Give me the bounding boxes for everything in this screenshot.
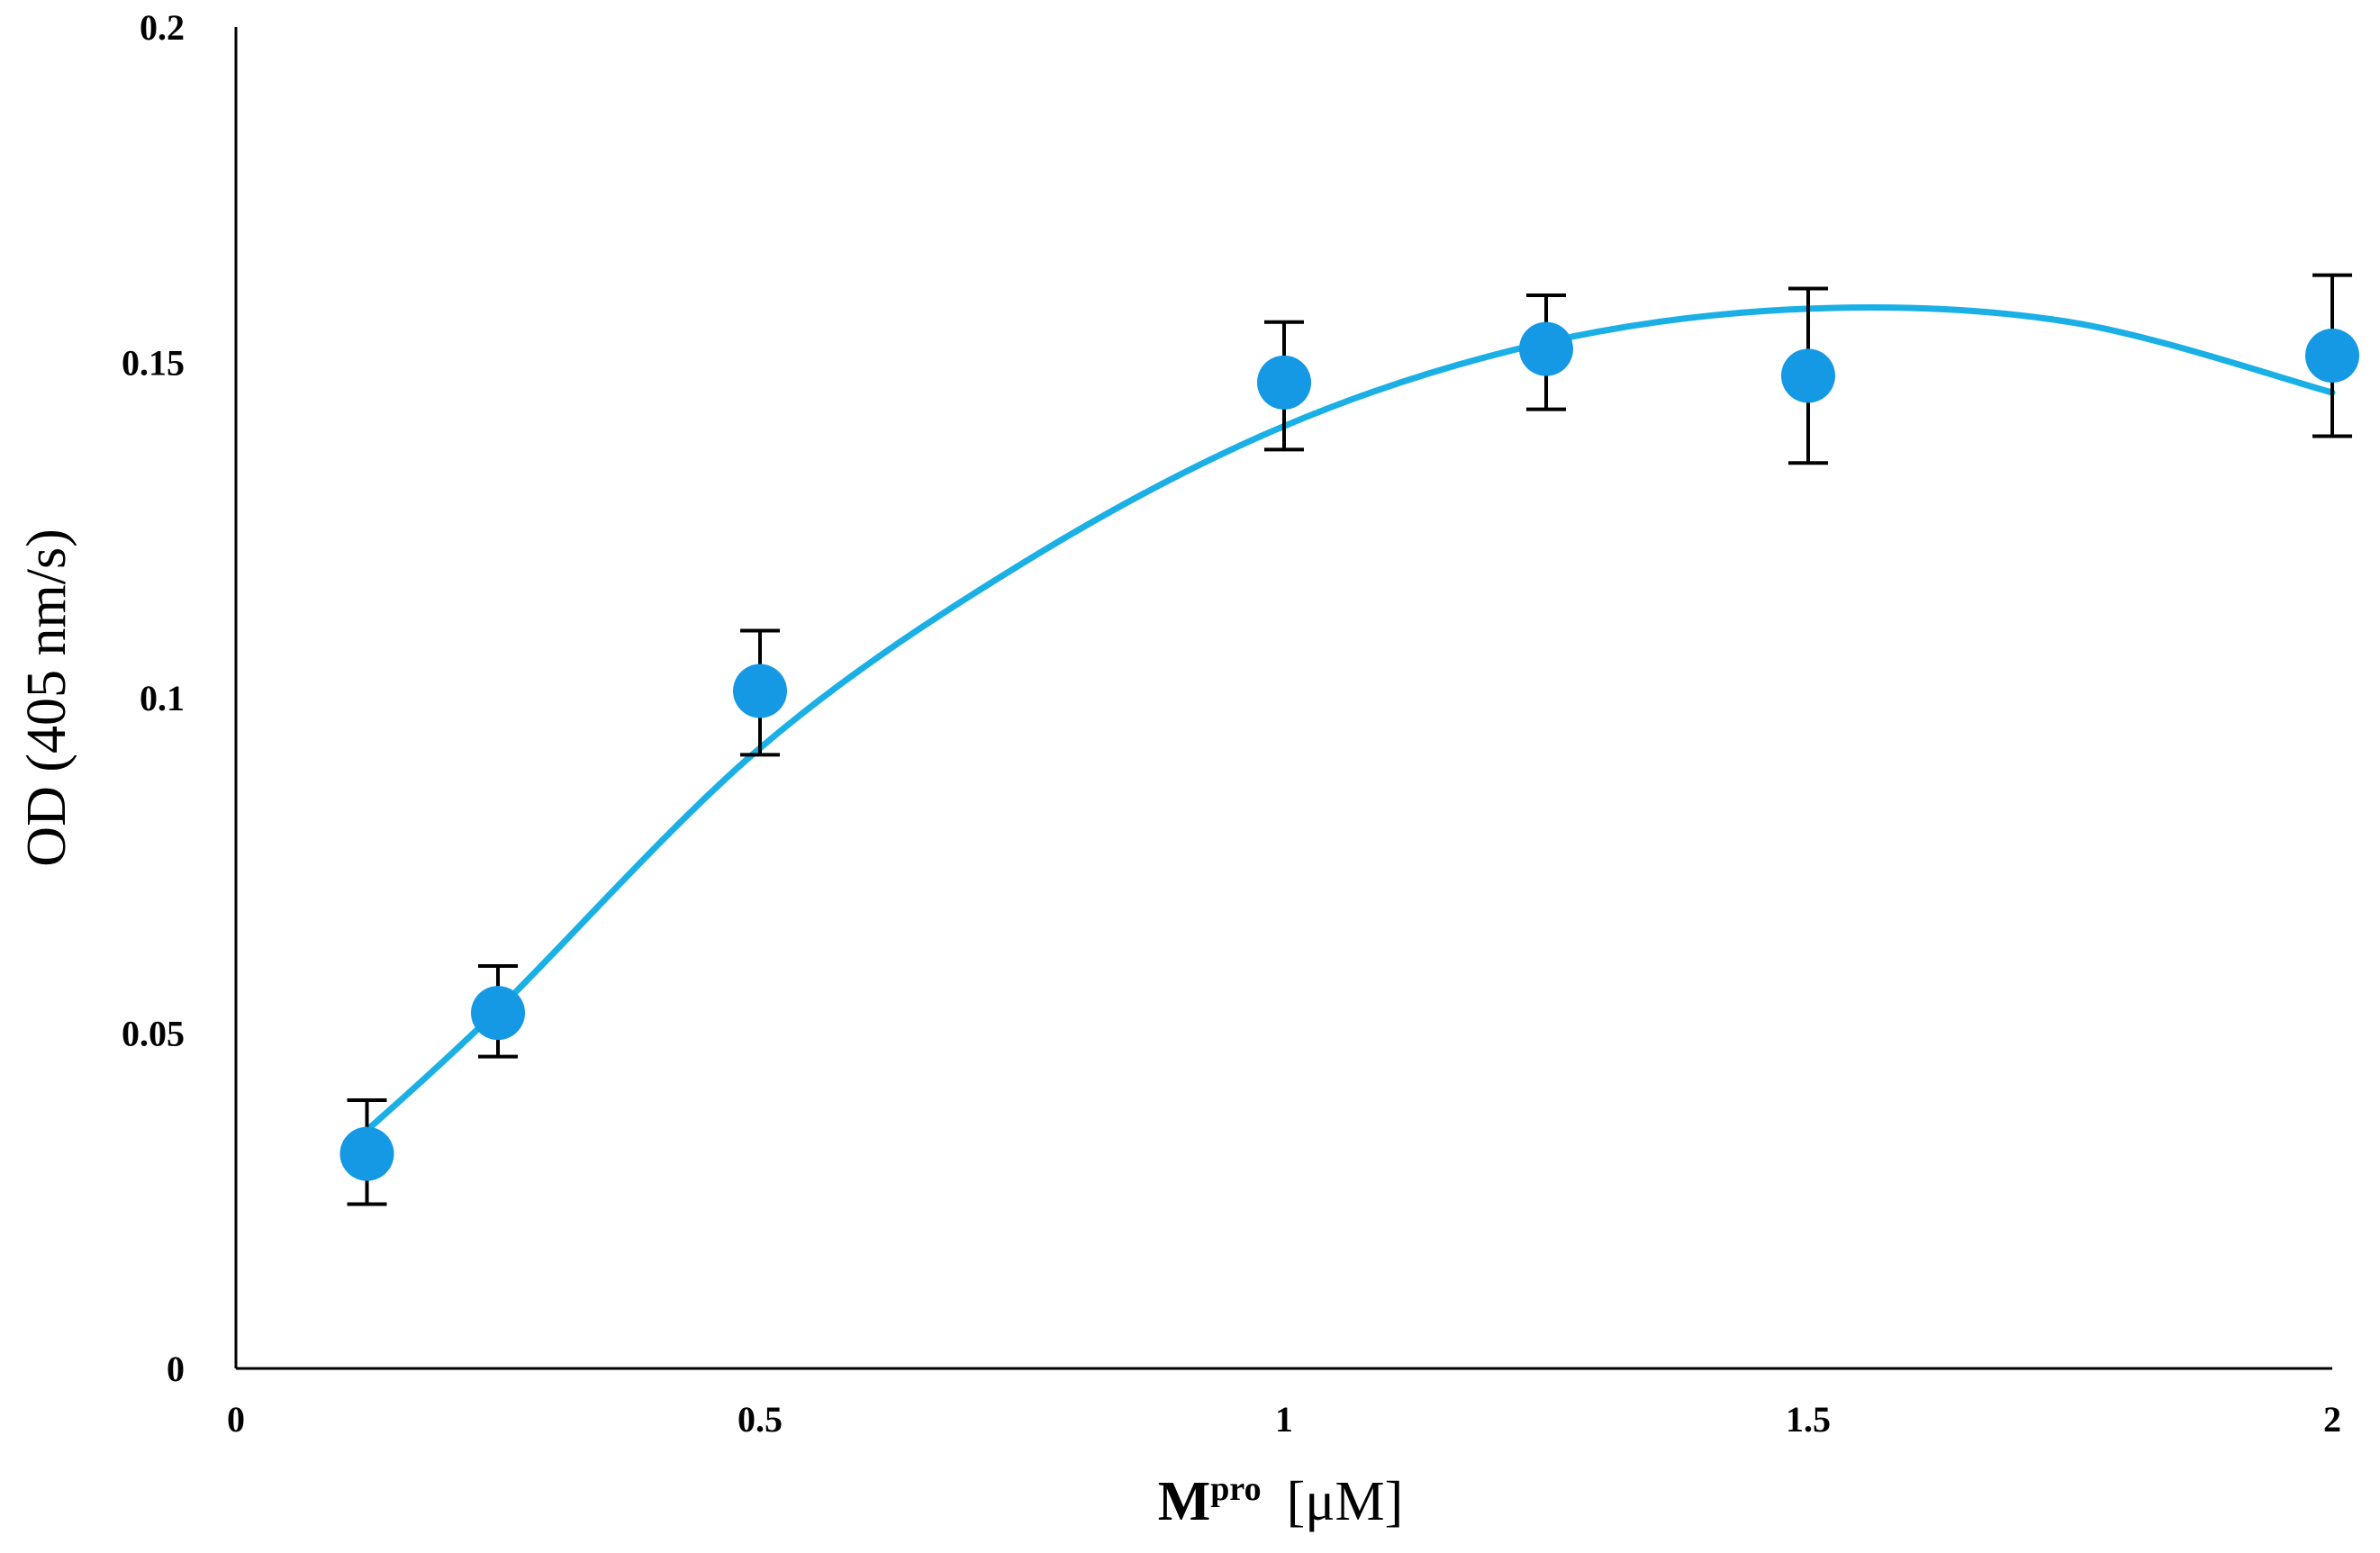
x-tick-label: 1 bbox=[1275, 1399, 1293, 1440]
y-tick-labels: 0 0.05 0.1 0.15 0.2 bbox=[122, 7, 185, 1389]
x-tick-label: 1.5 bbox=[1786, 1399, 1831, 1440]
x-axis-title-unit: [μM] bbox=[1287, 1471, 1404, 1532]
data-points bbox=[339, 321, 2359, 1181]
y-tick-label: 0.15 bbox=[122, 343, 185, 384]
x-axis-title: Mpro [μM] bbox=[1158, 1470, 1404, 1532]
data-point bbox=[733, 664, 787, 718]
data-point bbox=[471, 986, 525, 1041]
data-point bbox=[1781, 348, 1835, 403]
x-tick-label: 0.5 bbox=[738, 1399, 783, 1440]
data-point bbox=[2305, 329, 2359, 384]
x-tick-labels: 0 0.5 1 1.5 2 bbox=[227, 1399, 2341, 1440]
data-point bbox=[339, 1126, 394, 1181]
y-tick-label: 0.2 bbox=[140, 7, 185, 48]
y-tick-label: 0.1 bbox=[140, 678, 185, 718]
y-axis-title: OD (405 nm/s) bbox=[16, 528, 77, 866]
error-bars bbox=[347, 273, 2352, 1206]
x-tick-label: 0 bbox=[227, 1399, 245, 1440]
x-axis-title-main: M bbox=[1158, 1471, 1211, 1532]
axes bbox=[234, 27, 2332, 1370]
x-tick-label: 2 bbox=[2323, 1399, 2341, 1440]
data-point bbox=[1519, 321, 1573, 376]
fit-curve bbox=[364, 304, 2336, 1133]
y-tick-label: 0.05 bbox=[122, 1014, 185, 1054]
y-tick-label: 0 bbox=[167, 1349, 185, 1389]
x-axis-title-sup: pro bbox=[1210, 1470, 1261, 1508]
data-point bbox=[1257, 355, 1311, 410]
